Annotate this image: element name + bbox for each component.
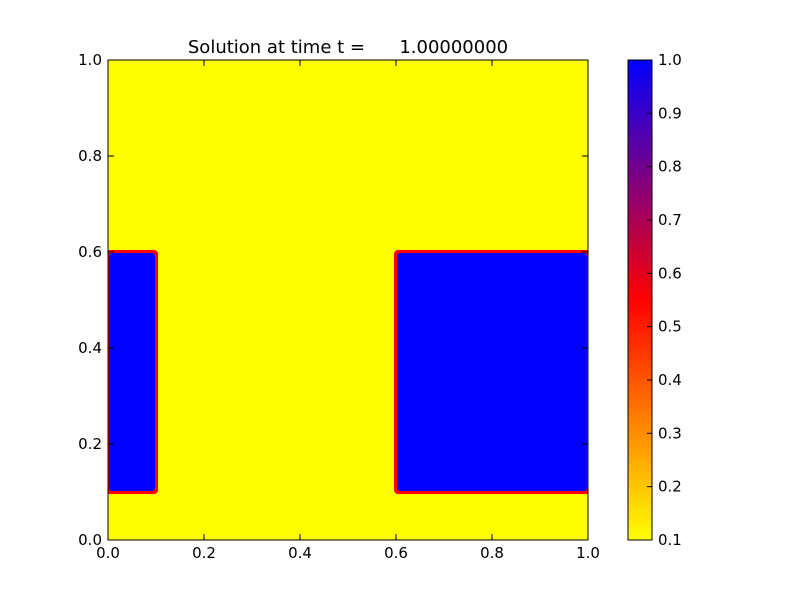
y-tick-label: 0.2 <box>78 435 102 453</box>
colorbar-frame <box>627 59 653 541</box>
colorbar-tick-label: 0.5 <box>658 318 682 336</box>
colorbar: 0.1 0.2 0.3 0.4 0.5 0.6 0.7 0.8 0.9 1.0 <box>627 51 682 549</box>
plot-frame <box>107 59 589 541</box>
x-tick-label: 0.2 <box>192 544 216 562</box>
x-tick-label: 0.0 <box>96 544 120 562</box>
heatmap-region <box>397 253 587 491</box>
chart-title: Solution at time t = 1.00000000 <box>188 37 508 58</box>
y-tick-label: 0.8 <box>78 147 102 165</box>
heatmap-regions <box>108 250 588 494</box>
y-axis: 0.0 0.2 0.4 0.6 0.8 1.0 <box>78 51 588 549</box>
colorbar-gradient <box>628 60 652 540</box>
y-tick-label: 0.4 <box>78 339 102 357</box>
colorbar-tick-label: 0.6 <box>658 264 682 282</box>
x-tick-label: 0.4 <box>288 544 312 562</box>
colorbar-tick-label: 0.8 <box>658 158 682 176</box>
colorbar-tick-label: 0.4 <box>658 371 682 389</box>
y-tick-label: 0.0 <box>78 531 102 549</box>
x-tick-label: 1.0 <box>576 544 600 562</box>
colorbar-ticks: 0.1 0.2 0.3 0.4 0.5 0.6 0.7 0.8 0.9 1.0 <box>647 51 682 549</box>
x-axis: 0.0 0.2 0.4 0.6 0.8 1.0 <box>96 60 600 562</box>
colorbar-tick-label: 0.1 <box>658 531 682 549</box>
colorbar-tick-label: 0.2 <box>658 478 682 496</box>
colorbar-tick-label: 0.9 <box>658 104 682 122</box>
colorbar-tick-label: 0.3 <box>658 424 682 442</box>
plot-area <box>108 60 588 540</box>
heatmap-region <box>109 253 155 491</box>
x-tick-label: 0.8 <box>480 544 504 562</box>
y-tick-label: 1.0 <box>78 51 102 69</box>
colorbar-tick-label: 1.0 <box>658 51 682 69</box>
x-tick-label: 0.6 <box>384 544 408 562</box>
colorbar-tick-label: 0.7 <box>658 211 682 229</box>
y-tick-label: 0.6 <box>78 243 102 261</box>
